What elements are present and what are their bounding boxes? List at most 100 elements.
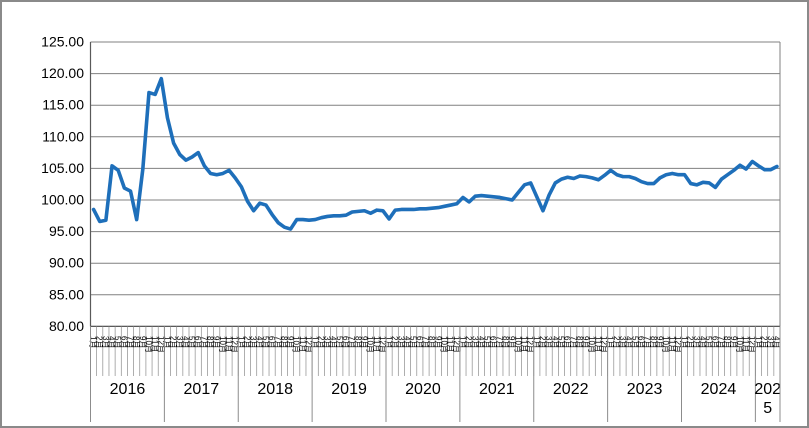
x-axis-month-label: 4月 <box>698 336 707 348</box>
x-axis-month-label: 2月 <box>538 336 547 348</box>
x-axis-month-label: 4月 <box>624 336 633 348</box>
x-axis-month-label: 7月 <box>569 336 578 348</box>
x-axis-month-label: 9月 <box>433 336 442 348</box>
x-axis-month-label: 7月 <box>199 336 208 348</box>
x-axis-month-label: 1月 <box>606 336 615 348</box>
x-axis-month-label: 8月 <box>132 336 141 348</box>
x-axis-month-label: 8月 <box>279 336 288 348</box>
x-axis-month-label: 8月 <box>723 336 732 348</box>
data-series-line <box>91 76 779 231</box>
x-axis-month-label: 9月 <box>138 336 147 348</box>
x-axis-year-label: 2016 <box>110 381 146 398</box>
x-axis-month-label: 11月 <box>372 336 381 352</box>
x-axis-month-label: 6月 <box>563 336 572 348</box>
x-axis-month-label: 7月 <box>126 336 135 348</box>
x-axis-month-label: 5月 <box>113 336 122 348</box>
x-axis-month-label: 3月 <box>618 336 627 348</box>
y-axis-tick-label: 115.00 <box>42 97 84 113</box>
x-axis-year-label: 2021 <box>479 381 515 398</box>
x-axis-month-label: 4月 <box>107 336 116 348</box>
x-axis-month-label: 8月 <box>501 336 510 348</box>
x-axis-month-label: 6月 <box>636 336 645 348</box>
x-axis-month-label: 10月 <box>587 336 596 353</box>
x-axis-month-label: 11月 <box>667 336 676 352</box>
x-axis-year-label: 5 <box>763 400 772 417</box>
x-axis-month-label: 7月 <box>643 336 652 348</box>
x-axis-month-label: 2月 <box>95 336 104 348</box>
x-axis-month-label: 1月 <box>89 336 98 348</box>
y-axis-tick-label: 110.00 <box>42 128 84 144</box>
x-axis-year-label: 2023 <box>627 381 663 398</box>
x-axis-year-label: 2022 <box>553 381 589 398</box>
x-axis-month-label: 8月 <box>206 336 215 348</box>
x-axis-month-label: 5月 <box>704 336 713 348</box>
x-axis-year-label: 2017 <box>184 381 220 398</box>
x-axis-month-label: 3月 <box>249 336 258 348</box>
x-axis-month-label: 9月 <box>286 336 295 348</box>
x-axis-month-label: 12月 <box>452 336 461 353</box>
x-axis-month-label: 12月 <box>673 336 682 353</box>
x-axis-month-label: 3月 <box>101 336 110 348</box>
y-axis-tick-label: 105.00 <box>41 160 84 176</box>
x-axis-month-label: 10月 <box>439 336 448 353</box>
y-axis-tick-label: 95.00 <box>49 223 84 239</box>
x-axis-month-label: 10月 <box>292 336 301 353</box>
x-axis-month-label: 7月 <box>347 336 356 348</box>
x-axis-month-label: 6月 <box>119 336 128 348</box>
y-axis-tick-label: 100.00 <box>41 192 84 208</box>
x-axis-month-label: 5月 <box>335 336 344 348</box>
x-axis-month-label: 1月 <box>753 336 762 348</box>
x-axis-month-label: 1月 <box>680 336 689 348</box>
x-axis-month-label: 10月 <box>735 336 744 353</box>
x-axis-month-label: 4月 <box>550 336 559 348</box>
x-axis-month-label: 1月 <box>384 336 393 348</box>
x-axis-month-label: 8月 <box>353 336 362 348</box>
x-axis-month-label: 8月 <box>575 336 584 348</box>
x-axis-month-label: 12月 <box>600 336 609 353</box>
x-axis-month-label: 12月 <box>156 336 165 353</box>
x-axis-month-label: 7月 <box>421 336 430 348</box>
x-axis-month-label: 7月 <box>495 336 504 348</box>
x-axis-month-label: 7月 <box>273 336 282 348</box>
x-axis-year-label: 2018 <box>257 381 293 398</box>
x-axis-year-label: 2020 <box>405 381 441 398</box>
x-axis-month-label: 10月 <box>366 336 375 353</box>
y-axis-tick-label: 120.00 <box>41 65 84 81</box>
x-axis-month-label: 1月 <box>310 336 319 348</box>
x-axis-year-label: 2019 <box>331 381 367 398</box>
x-axis-month-label: 1月 <box>458 336 467 348</box>
x-axis-month-label: 4月 <box>329 336 338 348</box>
x-axis-month-label: 6月 <box>489 336 498 348</box>
x-axis-month-label: 9月 <box>212 336 221 348</box>
y-axis-tick-label: 85.00 <box>49 286 84 302</box>
x-axis-month-label: 5月 <box>556 336 565 348</box>
x-axis-month-label: 10月 <box>661 336 670 353</box>
x-axis-month-label: 8月 <box>649 336 658 348</box>
x-axis-month-label: 5月 <box>261 336 270 348</box>
x-axis-month-label: 1月 <box>236 336 245 348</box>
x-axis-month-label: 11月 <box>741 336 750 352</box>
x-axis-month-label: 2月 <box>169 336 178 348</box>
x-axis-month-label: 11月 <box>298 336 307 352</box>
x-axis-month-label: 2月 <box>316 336 325 348</box>
x-axis-month-label: 1月 <box>532 336 541 348</box>
x-axis-month-label: 2月 <box>464 336 473 348</box>
x-axis-month-label: 4月 <box>403 336 412 348</box>
x-axis-month-label: 8月 <box>427 336 436 348</box>
x-axis-month-label: 4月 <box>255 336 264 348</box>
y-axis-tick-label: 90.00 <box>49 255 84 271</box>
x-axis-month-label: 6月 <box>193 336 202 348</box>
x-axis-month-label: 5月 <box>409 336 418 348</box>
x-axis-month-label: 3月 <box>766 336 775 348</box>
x-axis-month-label: 2月 <box>612 336 621 348</box>
x-axis-month-label: 2月 <box>242 336 251 348</box>
x-axis-year-label: 2024 <box>701 381 737 398</box>
x-axis-month-label: 12月 <box>526 336 535 353</box>
x-axis-month-label: 7月 <box>717 336 726 348</box>
x-axis-month-label: 6月 <box>710 336 719 348</box>
x-axis-month-label: 12月 <box>747 336 756 353</box>
x-axis-month-label: 3月 <box>396 336 405 348</box>
x-axis-month-label: 4月 <box>772 336 781 348</box>
